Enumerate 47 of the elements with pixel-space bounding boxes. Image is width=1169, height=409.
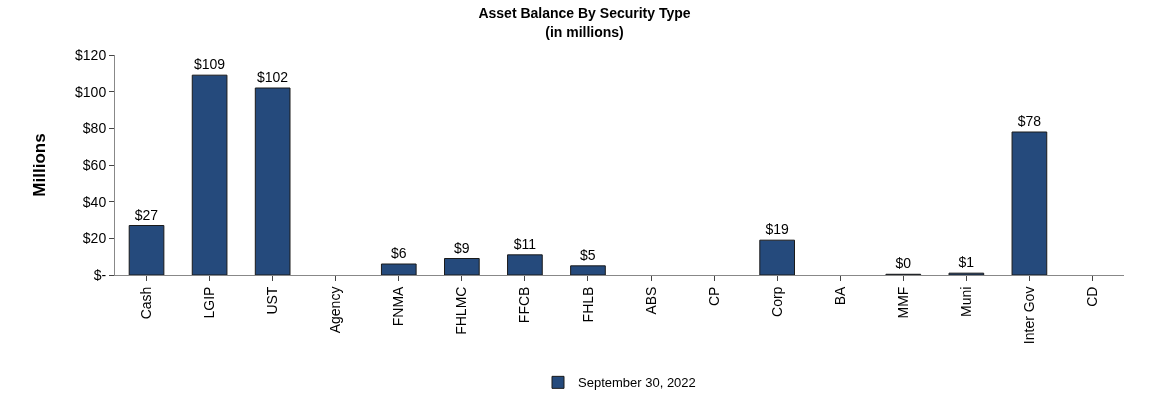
bar (380, 263, 417, 275)
x-tick-label: Muni (957, 286, 974, 317)
data-label: $109 (193, 56, 226, 73)
x-tick-label: CP (705, 286, 722, 307)
x-tick-label: ABS (642, 286, 659, 315)
x-tick-label: CD (1084, 286, 1101, 307)
x-tick-label: UST (264, 286, 281, 315)
data-label: $6 (390, 245, 407, 261)
y-axis-title: Millions (29, 133, 49, 197)
x-tick-label: FHLB (579, 286, 596, 323)
x-tick-label: Inter Gov (1020, 286, 1037, 345)
chart-subtitle: (in millions) (545, 23, 624, 40)
y-tick-label: $100 (75, 83, 107, 100)
legend-label: September 30, 2022 (578, 375, 696, 391)
x-tick-label: Cash (138, 286, 155, 320)
bar (444, 258, 480, 275)
data-label: $11 (513, 235, 537, 252)
bar (254, 87, 291, 275)
x-tick-label: Corp (768, 286, 785, 317)
bar (128, 225, 165, 275)
x-tick-label: BA (831, 285, 848, 306)
chart-title: Asset Balance By Security Type (478, 5, 691, 22)
x-tick-label: LGIP (201, 286, 218, 319)
data-label: $5 (580, 246, 596, 263)
data-label: $19 (765, 221, 789, 238)
bar (507, 254, 543, 275)
y-tick-label: $- (93, 266, 107, 283)
bar (1011, 131, 1048, 275)
data-label: $0 (895, 255, 912, 272)
data-label: $78 (1017, 113, 1042, 129)
data-label: $27 (134, 206, 159, 223)
y-tick-label: $120 (75, 46, 107, 63)
x-tick-label: MMF (894, 286, 911, 319)
bar (759, 239, 795, 275)
x-tick-label: Agency (327, 286, 344, 334)
x-tick-label: FHLMC (453, 286, 470, 335)
y-tick-label: $80 (82, 120, 107, 137)
y-tick-label: $40 (82, 193, 107, 210)
x-tick-label: FNMA (390, 285, 407, 327)
bar (191, 74, 228, 275)
data-label: $1 (958, 254, 975, 271)
y-tick-label: $20 (82, 230, 107, 247)
data-label: $102 (256, 69, 289, 85)
x-tick-label: FFCB (516, 286, 533, 324)
y-tick-label: $60 (82, 156, 107, 173)
bar (570, 265, 606, 275)
data-label: $9 (453, 239, 470, 256)
